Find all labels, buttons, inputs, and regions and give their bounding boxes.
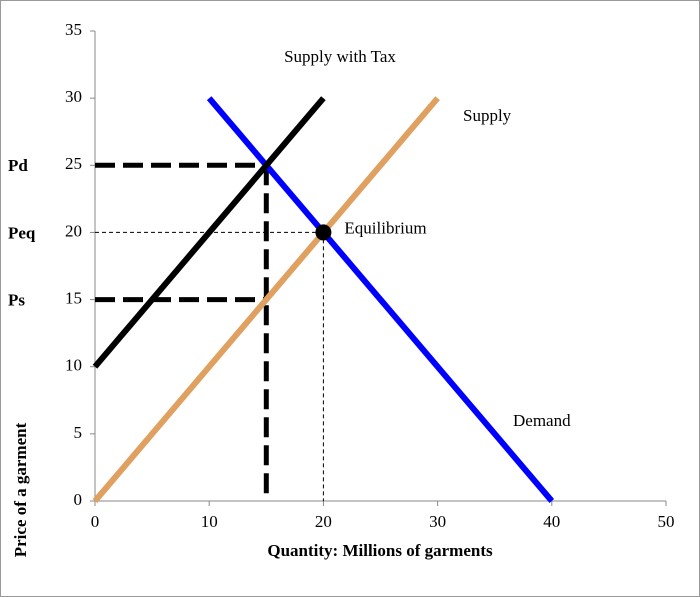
y-tick-label: 35	[65, 20, 82, 39]
x-axis-label: Quantity: Millions of garments	[267, 541, 493, 560]
y-tick-label: 5	[74, 423, 83, 442]
price-label: Ps	[8, 290, 25, 309]
series-label: Demand	[513, 411, 571, 430]
x-tick-label: 30	[429, 512, 446, 531]
series-label-box: Supply with Tax	[284, 47, 396, 66]
y-tick-label: 15	[65, 288, 82, 307]
x-tick-label: 40	[543, 512, 560, 531]
point-label: Equilibrium	[344, 218, 426, 237]
x-tick-label: 20	[315, 512, 332, 531]
series-label: Supply with Tax	[284, 47, 396, 66]
price-label: Pd	[8, 156, 28, 175]
y-axis-label: Price of a garment	[11, 422, 30, 557]
series-line	[92, 96, 440, 503]
x-tick-label: 0	[91, 512, 100, 531]
price-label: Peq	[8, 223, 36, 242]
y-tick-label: 10	[65, 356, 82, 375]
x-tick-label: 50	[658, 512, 675, 531]
y-tick-label: 20	[65, 221, 82, 240]
equilibrium-point	[315, 224, 332, 241]
series-line	[92, 96, 326, 369]
x-tick-label: 10	[201, 512, 218, 531]
series-label: Supply	[463, 106, 512, 125]
y-tick-label: 25	[65, 154, 82, 173]
y-tick-label: 0	[74, 490, 83, 509]
y-tick-label: 30	[65, 87, 82, 106]
